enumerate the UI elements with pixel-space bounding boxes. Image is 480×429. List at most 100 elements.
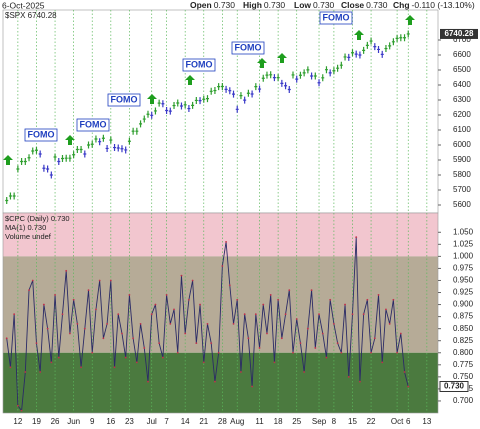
price-bar bbox=[220, 83, 224, 90]
cpc-point bbox=[217, 351, 220, 354]
annotation-box bbox=[182, 58, 216, 72]
cpc-point bbox=[165, 294, 168, 296]
annotation-box bbox=[231, 41, 265, 55]
cpc-point bbox=[13, 313, 16, 316]
price-bar bbox=[60, 155, 64, 162]
price-bar bbox=[127, 137, 131, 145]
price-bar bbox=[90, 140, 94, 148]
signal-arrow bbox=[405, 15, 415, 25]
annotation: FOMO bbox=[28, 129, 55, 139]
cpc-point bbox=[306, 327, 309, 330]
signal-arrow bbox=[65, 135, 75, 145]
y-tick-label: 0.875 bbox=[453, 312, 474, 321]
price-bar bbox=[343, 53, 347, 61]
price-bar bbox=[291, 71, 295, 79]
x-tick-label: 28 bbox=[218, 417, 227, 426]
price-bar bbox=[246, 89, 250, 97]
price-bar bbox=[217, 83, 221, 91]
price-bar bbox=[302, 69, 306, 77]
cpc-point bbox=[240, 371, 242, 373]
cpc-point bbox=[20, 409, 23, 412]
price-bar bbox=[276, 74, 280, 82]
cpc-point bbox=[191, 279, 194, 282]
price-bar bbox=[20, 158, 24, 165]
price-bar bbox=[362, 46, 366, 54]
cpc-point bbox=[221, 265, 224, 267]
price-bar bbox=[198, 97, 202, 105]
x-tick-label: 16 bbox=[106, 417, 115, 426]
y-tick-label: 0.825 bbox=[453, 336, 474, 345]
price-bar bbox=[191, 101, 195, 109]
cpc-point bbox=[318, 313, 320, 316]
cpc-point bbox=[54, 294, 56, 296]
price-bar bbox=[150, 111, 154, 119]
price-bar bbox=[179, 102, 183, 110]
price-bar bbox=[16, 165, 20, 173]
cpc-point bbox=[91, 351, 94, 354]
cpc-point bbox=[280, 337, 283, 340]
price-bar bbox=[38, 150, 42, 158]
price-bar bbox=[105, 144, 109, 152]
y-tick-label: 5600 bbox=[453, 200, 471, 209]
cpc-point bbox=[359, 380, 361, 383]
y-tick-label: 6700 bbox=[453, 35, 471, 44]
cpc-point bbox=[388, 322, 391, 325]
price-bar bbox=[187, 105, 191, 113]
y-tick-label: 0.750 bbox=[453, 372, 474, 381]
cpc-point bbox=[24, 371, 27, 373]
price-bar bbox=[332, 67, 336, 75]
price-bar bbox=[49, 171, 53, 179]
price-bar bbox=[42, 164, 46, 172]
x-tick-label: Jul bbox=[147, 417, 157, 426]
cpc-point bbox=[228, 284, 231, 287]
price-bar bbox=[27, 154, 31, 162]
cpc-point bbox=[399, 332, 402, 335]
y-tick-label: 0.925 bbox=[453, 288, 474, 297]
x-tick-label: 23 bbox=[125, 417, 134, 426]
cpc-point bbox=[314, 347, 317, 349]
legend-entry: Volume undef bbox=[5, 232, 52, 241]
annotation: FOMO bbox=[186, 59, 213, 69]
header-value: 0.730 bbox=[264, 0, 286, 10]
cpc-point bbox=[340, 351, 343, 354]
cpc-point bbox=[206, 322, 209, 325]
price-bar bbox=[165, 107, 169, 114]
cpc-point bbox=[173, 308, 175, 311]
cpc-point bbox=[344, 303, 346, 306]
price-bar bbox=[224, 85, 228, 93]
price-bar bbox=[79, 146, 83, 153]
price-bar bbox=[209, 87, 213, 95]
price-bar bbox=[232, 90, 236, 98]
price-bar bbox=[109, 136, 113, 144]
signal-arrow bbox=[185, 75, 195, 85]
price-bar bbox=[313, 72, 317, 80]
price-bar bbox=[365, 41, 369, 49]
cpc-point bbox=[80, 366, 82, 369]
cpc-point bbox=[407, 385, 410, 388]
header-label: High bbox=[243, 0, 262, 10]
y-tick-label: 1.050 bbox=[453, 227, 474, 236]
header-value: -0.110 (-13.10%) bbox=[412, 0, 475, 10]
price-bar bbox=[317, 79, 321, 87]
price-bar bbox=[243, 96, 247, 104]
cpc-point bbox=[154, 303, 157, 306]
price-bar bbox=[391, 38, 395, 46]
header-field: Close 0.730 bbox=[341, 0, 388, 10]
price-bar bbox=[406, 30, 410, 38]
price-bar bbox=[358, 51, 362, 59]
annotation: FOMO bbox=[323, 12, 350, 22]
last-value: 0.730 bbox=[444, 382, 465, 391]
price-bar bbox=[310, 72, 314, 80]
y-tick-label: 0.700 bbox=[453, 396, 474, 405]
cpc-point bbox=[325, 356, 328, 359]
price-bar bbox=[202, 95, 206, 103]
header-label: Low bbox=[294, 0, 311, 10]
price-bar bbox=[228, 87, 232, 95]
cpc-point bbox=[370, 351, 372, 354]
cpc-point bbox=[292, 351, 294, 354]
cpc-point bbox=[42, 303, 45, 306]
x-tick-label: 18 bbox=[274, 417, 283, 426]
y-tick-label: 6300 bbox=[453, 95, 471, 104]
price-bar bbox=[284, 82, 288, 90]
